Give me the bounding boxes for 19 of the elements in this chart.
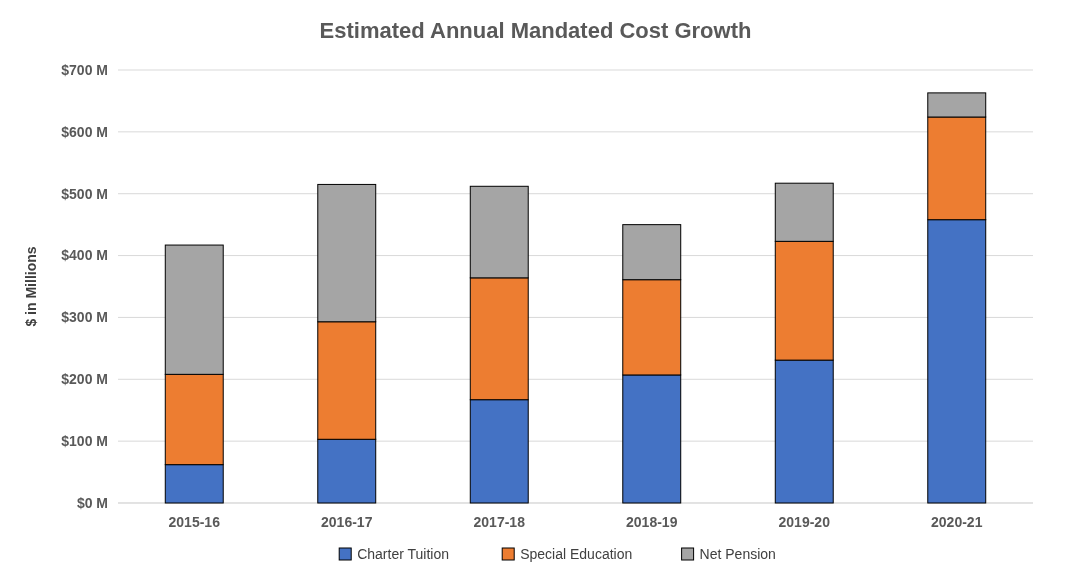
x-tick-label: 2016-17 bbox=[321, 514, 373, 530]
y-tick-label: $500 M bbox=[61, 185, 108, 202]
x-tick-label: 2019-20 bbox=[778, 514, 831, 530]
y-tick-label: $100 M bbox=[61, 433, 108, 450]
x-tick-label: 2020-21 bbox=[931, 514, 983, 530]
legend-label: Special Education bbox=[520, 546, 633, 562]
y-tick-label: $0 M bbox=[76, 494, 108, 511]
x-tick-label: 2015-16 bbox=[168, 514, 221, 530]
y-axis-title: $ in Millions bbox=[23, 246, 39, 327]
legend-label: Net Pension bbox=[699, 546, 776, 562]
y-tick-label: $600 M bbox=[61, 123, 108, 140]
chart-title: Estimated Annual Mandated Cost Growth bbox=[319, 18, 752, 43]
x-tick-label: 2017-18 bbox=[473, 514, 526, 530]
legend-label: Charter Tuition bbox=[357, 546, 450, 562]
x-tick-label: 2018-19 bbox=[626, 514, 678, 530]
y-tick-label: $300 M bbox=[61, 309, 108, 326]
y-tick-label: $700 M bbox=[61, 61, 108, 78]
y-tick-label: $200 M bbox=[61, 371, 108, 388]
y-tick-label: $400 M bbox=[61, 247, 108, 264]
